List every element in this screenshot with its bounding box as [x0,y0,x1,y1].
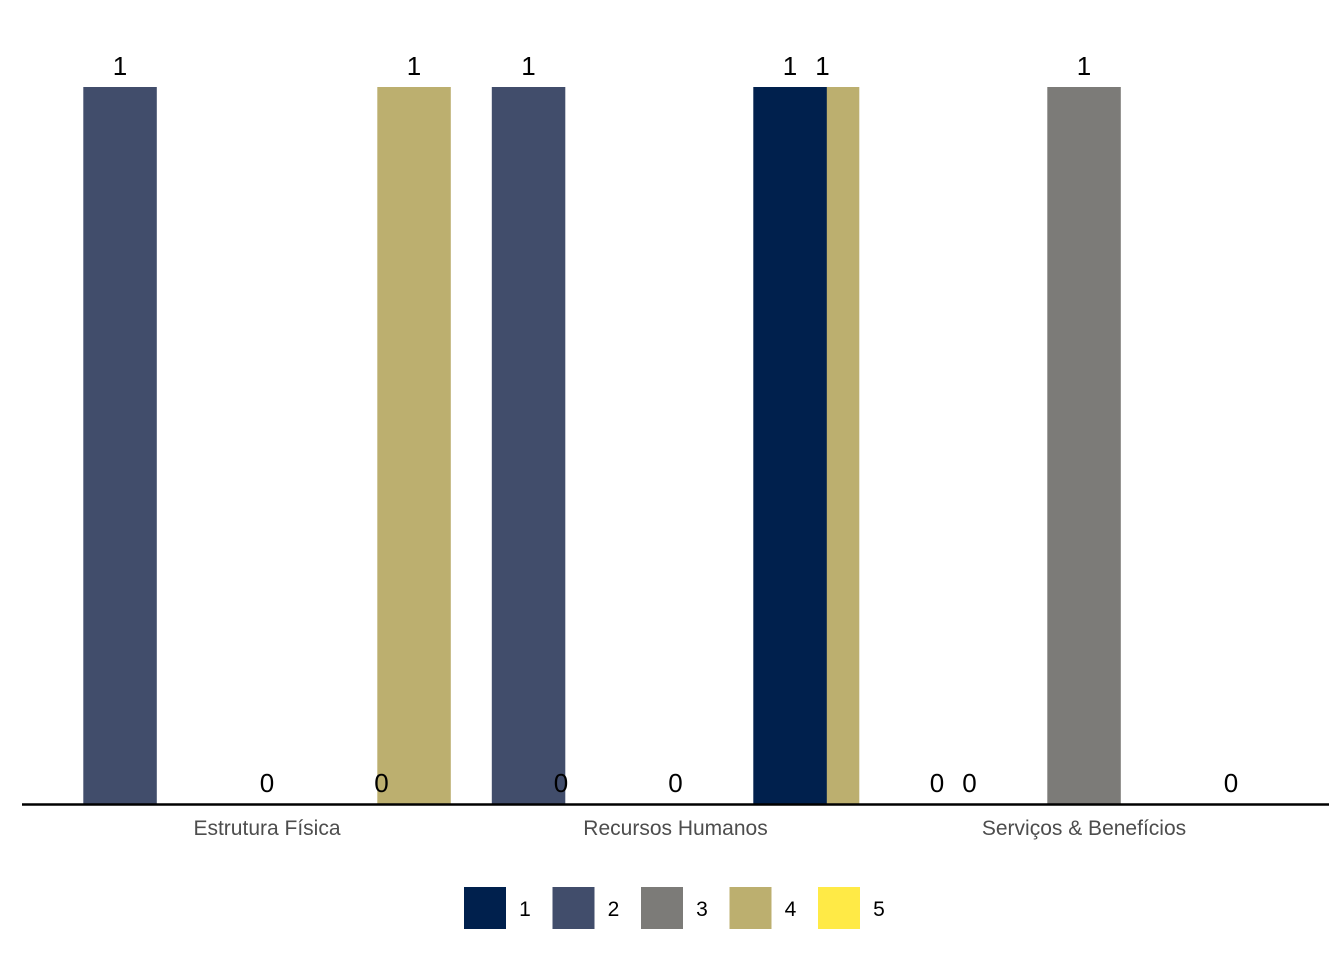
bar-1-series-4 [377,87,451,804]
value-label: 1 [407,51,421,81]
legend-key-3 [641,887,683,929]
bar-3-series-1 [753,87,827,804]
category-labels-layer: Estrutura Física Recursos Humanos Serviços… [193,817,1186,840]
legend-key-4 [729,887,772,929]
legend-key-5 [818,887,860,929]
bar-3-series-3 [1047,87,1121,804]
value-label: 1 [521,51,535,81]
legend-key-1 [464,887,506,929]
value-label: 1 [113,51,127,81]
value-label: 0 [554,768,568,798]
value-label: 0 [1224,768,1238,798]
value-label: 0 [962,768,976,798]
legend-key-2 [552,887,595,929]
legend-label: 4 [785,898,797,921]
value-label: 1 [815,51,829,81]
category-label: Estrutura Física [193,817,340,840]
value-label: 0 [374,768,388,798]
legend-label: 3 [696,898,708,921]
legend: 1 2 3 4 5 [464,887,885,929]
bar-2-series-2 [491,87,566,804]
bar-1-series-2 [83,87,157,804]
legend-label: 1 [519,898,531,921]
category-label: Recursos Humanos [583,817,767,840]
value-label: 1 [1077,51,1091,81]
bars-layer [83,87,1121,804]
category-label: Serviços & Benefícios [982,817,1186,840]
legend-label: 5 [873,898,885,921]
value-label: 0 [668,768,682,798]
value-label: 0 [930,768,944,798]
value-label: 1 [783,51,797,81]
legend-label: 2 [608,898,620,921]
value-label: 0 [260,768,274,798]
value-labels-layer: 010100101010100 [113,51,1238,798]
